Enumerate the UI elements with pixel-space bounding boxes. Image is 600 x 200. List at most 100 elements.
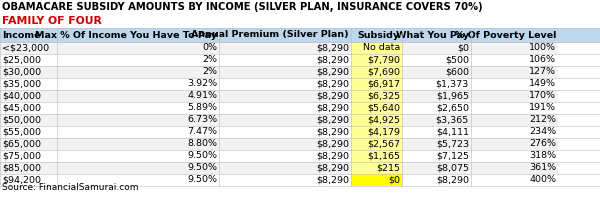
Text: 361%: 361% bbox=[529, 164, 556, 172]
Text: $1,965: $1,965 bbox=[436, 92, 469, 100]
Bar bbox=[0, 78, 57, 90]
Bar bbox=[219, 66, 351, 78]
Text: $600: $600 bbox=[445, 68, 469, 76]
Text: 100%: 100% bbox=[529, 44, 556, 52]
Bar bbox=[57, 114, 219, 126]
Bar bbox=[471, 150, 558, 162]
Text: 106%: 106% bbox=[529, 55, 556, 64]
Bar bbox=[0, 150, 57, 162]
Bar bbox=[351, 114, 402, 126]
Text: 7.47%: 7.47% bbox=[187, 128, 217, 136]
Text: 2%: 2% bbox=[202, 68, 217, 76]
Text: 2%: 2% bbox=[202, 55, 217, 64]
Text: $94,200: $94,200 bbox=[2, 176, 41, 184]
Bar bbox=[0, 28, 600, 42]
Text: Max % Of Income You Have To Pay: Max % Of Income You Have To Pay bbox=[35, 30, 217, 40]
Text: $0: $0 bbox=[457, 44, 469, 52]
Bar bbox=[351, 138, 402, 150]
Bar bbox=[0, 102, 57, 114]
Text: 5.89%: 5.89% bbox=[187, 104, 217, 112]
Bar bbox=[219, 102, 351, 114]
Text: $1,373: $1,373 bbox=[436, 79, 469, 88]
Bar bbox=[219, 174, 351, 186]
Bar bbox=[471, 78, 558, 90]
Text: $8,290: $8,290 bbox=[316, 79, 349, 88]
Bar bbox=[402, 90, 471, 102]
Text: $55,000: $55,000 bbox=[2, 128, 41, 136]
Text: $2,650: $2,650 bbox=[436, 104, 469, 112]
Text: $6,325: $6,325 bbox=[367, 92, 400, 100]
Text: 9.50%: 9.50% bbox=[187, 152, 217, 160]
Text: $500: $500 bbox=[445, 55, 469, 64]
Bar bbox=[402, 42, 471, 54]
Text: $7,790: $7,790 bbox=[367, 55, 400, 64]
Text: 318%: 318% bbox=[529, 152, 556, 160]
Text: $35,000: $35,000 bbox=[2, 79, 41, 88]
Bar bbox=[57, 102, 219, 114]
Text: 0%: 0% bbox=[202, 44, 217, 52]
Text: $30,000: $30,000 bbox=[2, 68, 41, 76]
Bar bbox=[471, 102, 558, 114]
Bar bbox=[471, 114, 558, 126]
Bar bbox=[351, 102, 402, 114]
Bar bbox=[0, 54, 57, 66]
Text: $215: $215 bbox=[376, 164, 400, 172]
Bar bbox=[402, 66, 471, 78]
Text: <$23,000: <$23,000 bbox=[2, 44, 49, 52]
Text: $5,723: $5,723 bbox=[436, 140, 469, 148]
Text: $4,111: $4,111 bbox=[436, 128, 469, 136]
Bar bbox=[219, 78, 351, 90]
Text: $65,000: $65,000 bbox=[2, 140, 41, 148]
Bar bbox=[471, 66, 558, 78]
Bar bbox=[471, 54, 558, 66]
Bar bbox=[57, 126, 219, 138]
Text: $8,290: $8,290 bbox=[316, 140, 349, 148]
Text: 9.50%: 9.50% bbox=[187, 176, 217, 184]
Bar bbox=[219, 114, 351, 126]
Text: $8,290: $8,290 bbox=[316, 68, 349, 76]
Bar bbox=[471, 174, 558, 186]
Text: $3,365: $3,365 bbox=[436, 116, 469, 124]
Text: 127%: 127% bbox=[529, 68, 556, 76]
Bar bbox=[57, 54, 219, 66]
Text: OBAMACARE SUBSIDY AMOUNTS BY INCOME (SILVER PLAN, INSURANCE COVERS 70%): OBAMACARE SUBSIDY AMOUNTS BY INCOME (SIL… bbox=[2, 2, 482, 12]
Text: 191%: 191% bbox=[529, 104, 556, 112]
Text: $45,000: $45,000 bbox=[2, 104, 41, 112]
Bar bbox=[471, 162, 558, 174]
Text: $25,000: $25,000 bbox=[2, 55, 41, 64]
Bar bbox=[0, 162, 57, 174]
Bar bbox=[219, 150, 351, 162]
Text: $40,000: $40,000 bbox=[2, 92, 41, 100]
Bar bbox=[351, 78, 402, 90]
Text: 234%: 234% bbox=[529, 128, 556, 136]
Text: $5,640: $5,640 bbox=[367, 104, 400, 112]
Bar bbox=[471, 42, 558, 54]
Text: $8,290: $8,290 bbox=[316, 44, 349, 52]
Bar bbox=[351, 174, 402, 186]
Bar bbox=[0, 138, 57, 150]
Text: $8,075: $8,075 bbox=[436, 164, 469, 172]
Text: $1,165: $1,165 bbox=[367, 152, 400, 160]
Text: 4.91%: 4.91% bbox=[187, 92, 217, 100]
Text: Annual Premium (Silver Plan): Annual Premium (Silver Plan) bbox=[191, 30, 349, 40]
Text: $0: $0 bbox=[388, 176, 400, 184]
Bar bbox=[0, 66, 57, 78]
Bar bbox=[351, 162, 402, 174]
Text: 8.80%: 8.80% bbox=[187, 140, 217, 148]
Text: 9.50%: 9.50% bbox=[187, 164, 217, 172]
Bar bbox=[219, 138, 351, 150]
Text: $7,690: $7,690 bbox=[367, 68, 400, 76]
Text: 212%: 212% bbox=[529, 116, 556, 124]
Bar bbox=[402, 126, 471, 138]
Text: % Of Poverty Level: % Of Poverty Level bbox=[455, 30, 556, 40]
Text: Income: Income bbox=[2, 30, 41, 40]
Text: $8,290: $8,290 bbox=[316, 128, 349, 136]
Bar bbox=[0, 114, 57, 126]
Bar bbox=[57, 66, 219, 78]
Text: $85,000: $85,000 bbox=[2, 164, 41, 172]
Text: $2,567: $2,567 bbox=[367, 140, 400, 148]
Text: $8,290: $8,290 bbox=[316, 92, 349, 100]
Text: Subsidy: Subsidy bbox=[358, 30, 400, 40]
Text: $8,290: $8,290 bbox=[316, 176, 349, 184]
Bar bbox=[57, 174, 219, 186]
